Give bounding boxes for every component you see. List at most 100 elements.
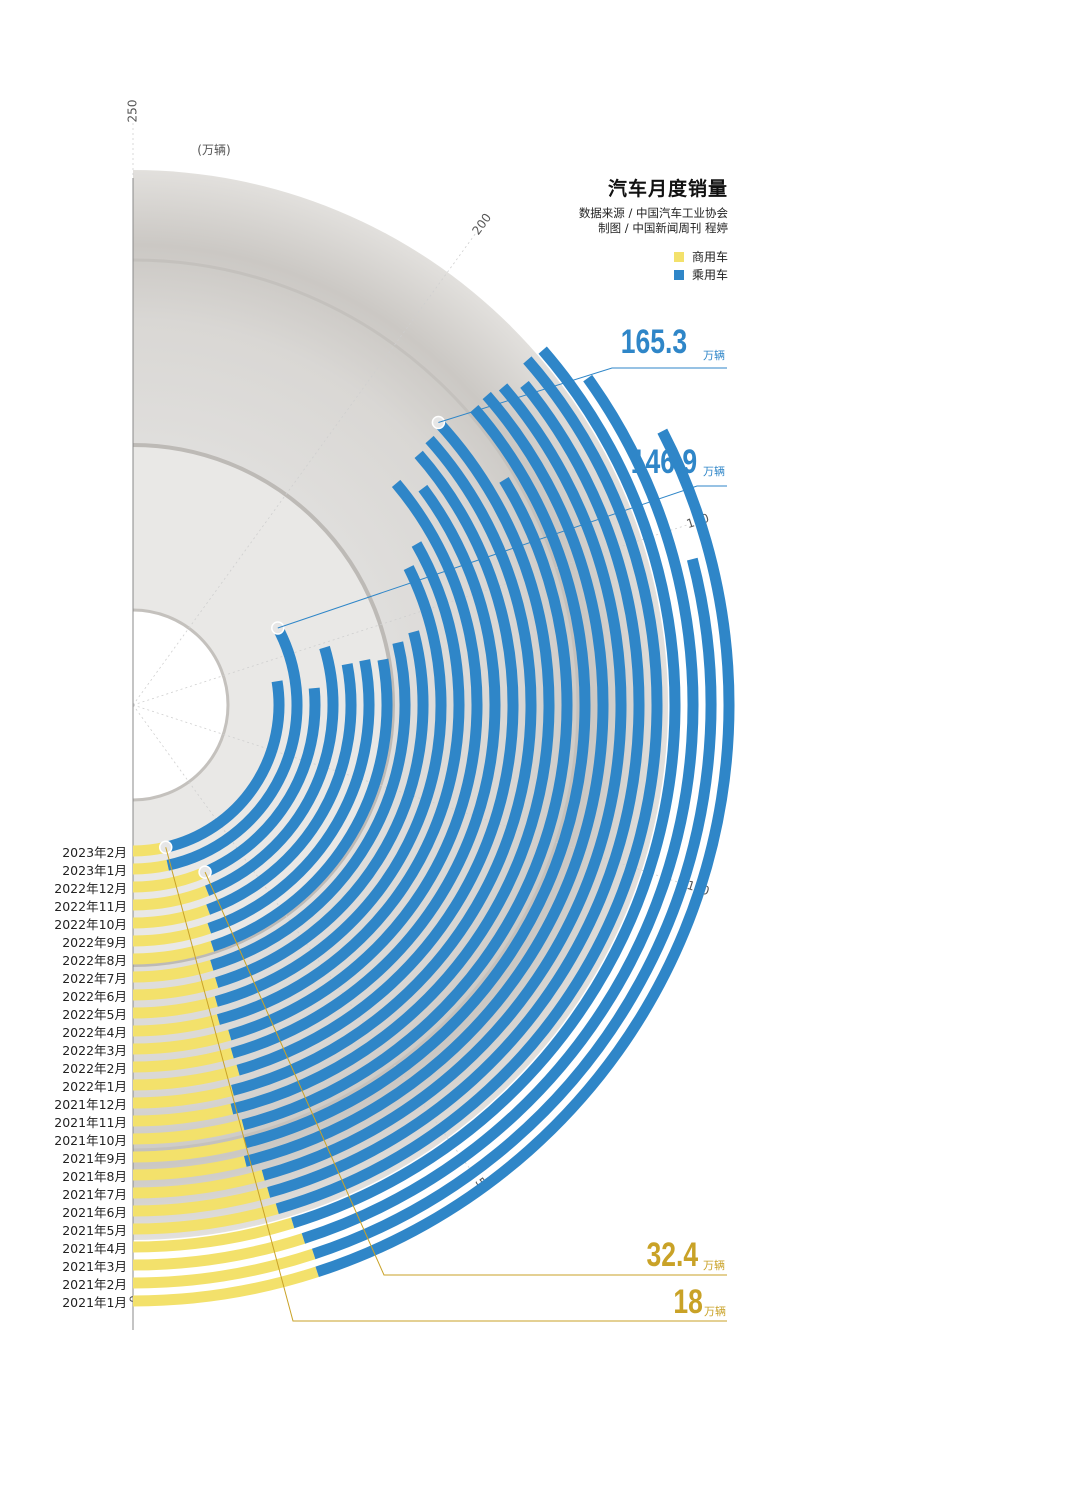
bar-commercial-15 xyxy=(132,1014,220,1037)
month-label-11: 2021年12月 xyxy=(54,1097,127,1112)
bar-commercial-9 xyxy=(132,1119,245,1145)
month-label-13: 2022年2月 xyxy=(62,1061,127,1076)
bar-passenger-20 xyxy=(207,659,375,934)
bar-commercial-2 xyxy=(132,1233,306,1271)
bar-passenger-21 xyxy=(206,663,357,915)
month-label-3: 2021年4月 xyxy=(62,1241,127,1256)
legend-item-commercial: 商用车 xyxy=(673,248,728,265)
month-label-18: 2022年7月 xyxy=(62,971,127,986)
bar-passenger-1 xyxy=(311,557,717,1260)
month-label-24: 2023年1月 xyxy=(62,863,127,878)
month-label-14: 2022年3月 xyxy=(62,1043,127,1058)
month-label-7: 2021年8月 xyxy=(62,1169,127,1184)
callout-value-peak-passenger: 165.3 xyxy=(620,323,687,361)
bar-passenger-15 xyxy=(216,541,465,1025)
bar-commercial-1 xyxy=(132,1248,316,1289)
bar-passenger-3 xyxy=(291,346,681,1229)
bar-commercial-7 xyxy=(132,1156,247,1181)
month-label-23: 2022年12月 xyxy=(54,881,127,896)
month-label-8: 2021年9月 xyxy=(62,1151,127,1166)
axis-unit: (万辆) xyxy=(197,143,230,157)
month-label-1: 2021年2月 xyxy=(62,1277,127,1292)
callout-value-jan2023-passenger: 146.9 xyxy=(630,443,697,481)
month-label-4: 2021年5月 xyxy=(62,1223,127,1238)
legend-item-passenger: 乘用车 xyxy=(673,266,728,283)
bar-passenger-18 xyxy=(210,641,411,971)
month-label-5: 2021年6月 xyxy=(62,1205,127,1220)
bar-commercial-8 xyxy=(132,1137,247,1163)
bar-commercial-18 xyxy=(132,960,214,983)
bar-passenger-23 xyxy=(202,687,321,878)
bar-commercial-5 xyxy=(132,1187,271,1217)
rim-edge xyxy=(133,258,580,1152)
month-label-2: 2021年3月 xyxy=(62,1259,127,1274)
legend-swatch-passenger xyxy=(673,269,684,280)
bar-passenger-19 xyxy=(210,658,393,952)
bar-passenger-12 xyxy=(236,450,519,1076)
bar-commercial-17 xyxy=(132,977,219,1001)
month-label-22: 2022年11月 xyxy=(54,899,127,914)
leader-feb2023-commercial-line xyxy=(165,847,727,1322)
bar-passenger-8 xyxy=(243,405,591,1149)
chart-title: 汽车月度销量 xyxy=(607,178,728,200)
credit-line: 制图 / 中国新闻周刊 程婷 xyxy=(598,221,728,235)
source-line: 数据来源 / 中国汽车工业协会 xyxy=(578,206,728,220)
month-label-15: 2022年4月 xyxy=(62,1025,127,1040)
callout-unit-jan2023-passenger: 万辆 xyxy=(703,465,725,478)
bar-passenger-2 xyxy=(301,374,699,1244)
callout-unit-peak-commercial: 万辆 xyxy=(703,1259,725,1272)
legend-label-commercial: 商用车 xyxy=(691,250,728,264)
month-label-19: 2022年8月 xyxy=(62,953,127,968)
bar-passenger-0 xyxy=(315,428,735,1278)
legend-swatch-commercial xyxy=(673,251,684,262)
month-label-20: 2022年9月 xyxy=(62,935,127,950)
bar-commercial-0 xyxy=(132,1266,319,1307)
month-label-6: 2021年7月 xyxy=(62,1187,127,1202)
month-label-25: 2023年2月 xyxy=(62,845,127,860)
bar-passenger-4 xyxy=(275,356,663,1215)
bar-passenger-9 xyxy=(241,477,573,1131)
leader-peak-passenger-line xyxy=(438,367,727,423)
callout-value-peak-commercial: 32.4 xyxy=(646,1236,698,1274)
bar-passenger-13 xyxy=(230,484,501,1059)
hub-center xyxy=(133,608,230,802)
bar-commercial-22 xyxy=(132,885,210,911)
bar-passenger-7 xyxy=(243,391,609,1167)
legend-label-passenger: 乘用车 xyxy=(691,268,728,282)
leader-peak-commercial-line xyxy=(204,871,727,1276)
axis-tick-200: 200 xyxy=(469,211,494,238)
bar-commercial-11 xyxy=(132,1085,234,1109)
bar-passenger-16 xyxy=(214,565,447,1007)
bar-passenger-24 xyxy=(166,625,303,871)
bar-commercial-19 xyxy=(132,941,215,965)
bar-commercial-16 xyxy=(132,996,218,1019)
bar-commercial-21 xyxy=(132,904,211,929)
bar-passenger-17 xyxy=(215,630,429,988)
bar-commercial-10 xyxy=(132,1103,234,1127)
bar-commercial-13 xyxy=(132,1047,234,1073)
month-label-21: 2022年10月 xyxy=(54,917,127,932)
month-label-16: 2022年5月 xyxy=(62,1007,127,1022)
bar-passenger-14 xyxy=(228,479,483,1041)
leader-jan2023-passenger-line xyxy=(277,485,727,629)
month-label-10: 2021年11月 xyxy=(54,1115,127,1130)
callout-value-feb2023-commercial: 18 xyxy=(673,1283,703,1321)
callout-unit-peak-passenger: 万辆 xyxy=(703,349,725,362)
bar-passenger-22 xyxy=(205,645,339,896)
bar-commercial-12 xyxy=(132,1064,240,1091)
bar-passenger-10 xyxy=(230,418,555,1115)
axis-tick-250: 250 xyxy=(126,100,140,123)
month-label-12: 2022年1月 xyxy=(62,1079,127,1094)
bar-commercial-24 xyxy=(132,859,169,875)
axis-guide-150 xyxy=(132,524,687,706)
bar-passenger-6 xyxy=(261,383,627,1181)
axis-guide-200 xyxy=(132,233,476,706)
bar-passenger-25 xyxy=(164,680,285,853)
bar-passenger-11 xyxy=(231,435,537,1096)
callout-unit-feb2023-commercial: 万辆 xyxy=(704,1305,726,1318)
bar-commercial-14 xyxy=(132,1029,232,1055)
bar-commercial-4 xyxy=(132,1203,279,1235)
bar-commercial-20 xyxy=(132,923,212,947)
